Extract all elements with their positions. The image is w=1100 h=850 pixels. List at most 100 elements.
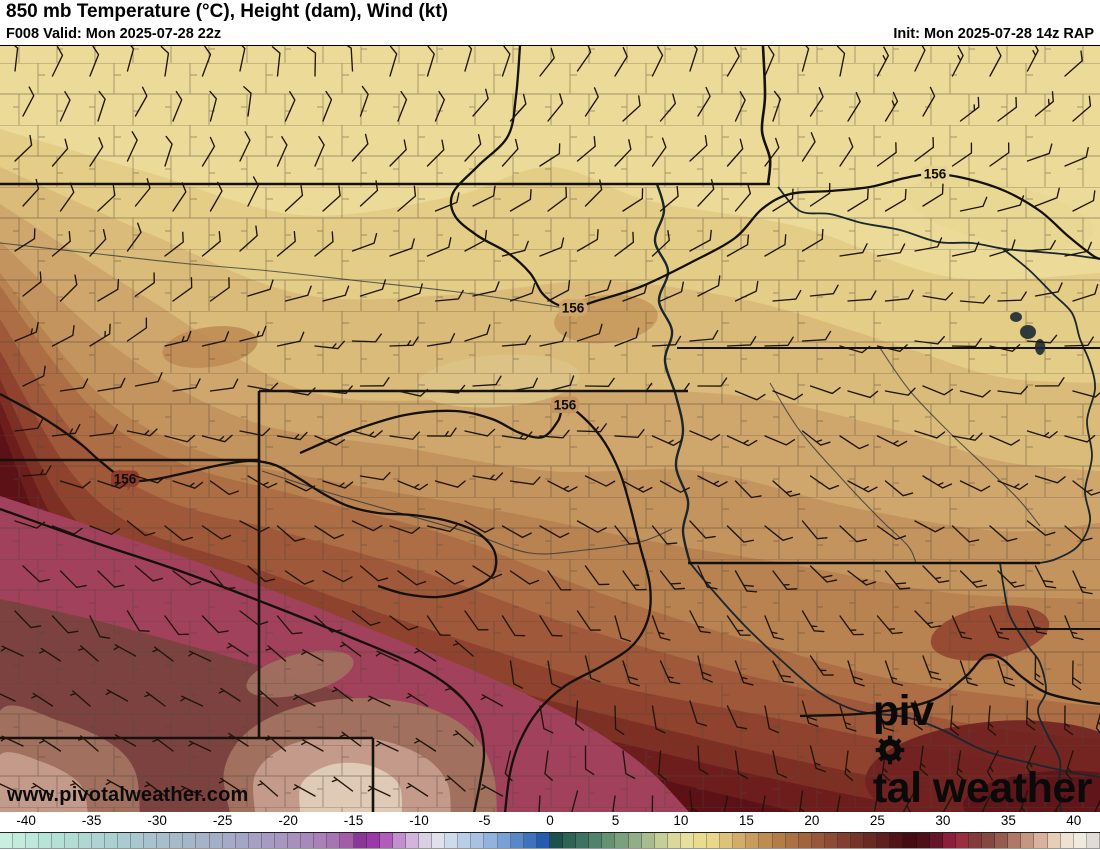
- colorbar-cell: [104, 833, 118, 848]
- valid-time-label: F008 Valid: Mon 2025-07-28 22z: [6, 26, 222, 42]
- colorbar-cell: [392, 833, 406, 848]
- colorbar-cell: [536, 833, 550, 848]
- colorbar-cell: [720, 833, 734, 848]
- colorbar-cell: [602, 833, 616, 848]
- colorbar-cell: [130, 833, 145, 848]
- colorbar-cell: [117, 833, 131, 848]
- colorbar-cell: [13, 833, 27, 848]
- colorbar-cell: [995, 833, 1009, 848]
- colorbar-cell: [733, 833, 747, 848]
- logo-text-left: piv: [872, 687, 934, 735]
- colorbar-cell: [667, 833, 681, 848]
- colorbar-cell: [170, 833, 184, 848]
- colorbar-cell: [274, 833, 289, 848]
- colorbar-tick-label: 15: [738, 813, 754, 828]
- colorbar-cell: [288, 833, 302, 848]
- colorbar-tick-label: 35: [1000, 813, 1016, 828]
- map-area: 156 156 156 156 www.pivotalweather.com piv …: [0, 45, 1100, 813]
- colorbar-cell: [209, 833, 223, 848]
- map-header: 850 mb Temperature (°C), Height (dam), W…: [0, 0, 1100, 45]
- colorbar-cell: [353, 833, 367, 848]
- colorbar-cell: [746, 833, 760, 848]
- colorbar-cell: [458, 833, 472, 848]
- colorbar-cell: [1060, 833, 1074, 848]
- colorbar-cell: [563, 833, 577, 848]
- colorbar-tick-label: 0: [546, 813, 554, 828]
- colorbar-tick-label: 10: [673, 813, 689, 828]
- height-contour-label: 156: [924, 167, 947, 182]
- colorbar-tick-label: -25: [212, 813, 233, 828]
- colorbar-cell: [1073, 833, 1087, 848]
- colorbar-cell: [955, 833, 969, 848]
- logo-text-right: tal weather: [872, 764, 1093, 812]
- colorbar-cell: [628, 833, 642, 848]
- colorbar-tick-label: 5: [611, 813, 620, 828]
- colorbar-cell: [314, 833, 328, 848]
- colorbar-zone: -40 -35 -30 -25 -20 -15 -10 -5 0 5 10 15 20 25 30 35 40: [0, 812, 1100, 850]
- colorbar-cell: [851, 833, 865, 848]
- init-time-label: Init: Mon 2025-07-28 14z RAP: [893, 26, 1094, 42]
- colorbar-tick-label: -35: [81, 813, 102, 828]
- colorbar-cell: [916, 833, 930, 848]
- colorbar-cell: [1008, 833, 1022, 848]
- colorbar-cell: [942, 833, 956, 848]
- colorbar-tick-label: -5: [478, 813, 491, 828]
- colorbar-cell: [641, 833, 655, 848]
- colorbar-cell: [1086, 833, 1100, 848]
- colorbar-cell: [1047, 833, 1061, 848]
- colorbar-cell: [39, 833, 53, 848]
- gear-icon: [875, 735, 905, 765]
- colorbar-cell: [877, 833, 891, 848]
- height-contour-label: 156: [562, 301, 585, 316]
- colorbar-cell: [982, 833, 996, 848]
- colorbar-cell: [183, 833, 197, 848]
- watermark-url[interactable]: www.pivotalweather.com: [7, 784, 249, 806]
- colorbar-tick-label: -20: [278, 813, 298, 828]
- colorbar-cell: [864, 833, 878, 848]
- colorbar-cell: [379, 833, 393, 848]
- colorbar-tick-label: -30: [147, 813, 167, 828]
- colorbar-cell: [248, 833, 262, 848]
- colorbar-cell: [222, 833, 236, 848]
- colorbar-cell: [484, 833, 498, 848]
- map-title: 850 mb Temperature (°C), Height (dam), W…: [6, 1, 449, 22]
- colorbar-tick-label: 25: [869, 813, 885, 828]
- colorbar-tick-label: -15: [343, 813, 364, 828]
- colorbar-tick-label: 30: [935, 813, 951, 828]
- colorbar-tick-label: -40: [16, 813, 36, 828]
- colorbar-cell: [144, 833, 158, 848]
- colorbar-cell: [471, 833, 485, 848]
- colorbar-cell: [445, 833, 459, 848]
- colorbar-cell: [785, 833, 799, 848]
- colorbar-cell: [261, 833, 275, 848]
- height-contour-label: 156: [554, 398, 577, 413]
- colorbar-cell: [929, 833, 943, 848]
- colorbar-tick-label: -10: [409, 813, 429, 828]
- colorbar-cell: [366, 833, 380, 848]
- colorbar-tick-labels: -40 -35 -30 -25 -20 -15 -10 -5 0 5 10 15 20 25 30 35 40: [0, 813, 1100, 831]
- colorbar-cell: [680, 833, 694, 848]
- colorbar-cell: [235, 833, 249, 848]
- colorbar-cell: [0, 833, 14, 848]
- colorbar-cell: [91, 833, 105, 848]
- pivotal-weather-logo: piv tal weather: [872, 687, 1093, 812]
- colorbar-cell: [327, 833, 341, 848]
- colorbar-cell: [419, 833, 433, 848]
- colorbar-cell: [26, 833, 40, 848]
- colorbar-cell: [510, 833, 524, 848]
- colorbar-cell: [301, 833, 315, 848]
- colorbar-cell: [157, 833, 171, 848]
- colorbar-cell: [693, 833, 708, 848]
- colorbar-cell: [65, 833, 79, 848]
- colorbar-cell: [405, 833, 419, 848]
- colorbar-tick-label: 20: [804, 813, 820, 828]
- colorbar-cell: [838, 833, 852, 848]
- colorbar-cell: [707, 833, 721, 848]
- colorbar-cell: [589, 833, 603, 848]
- colorbar-cell: [654, 833, 668, 848]
- colorbar-cell: [432, 833, 446, 848]
- colorbar-cell: [1021, 833, 1035, 848]
- colorbar-cell: [890, 833, 904, 848]
